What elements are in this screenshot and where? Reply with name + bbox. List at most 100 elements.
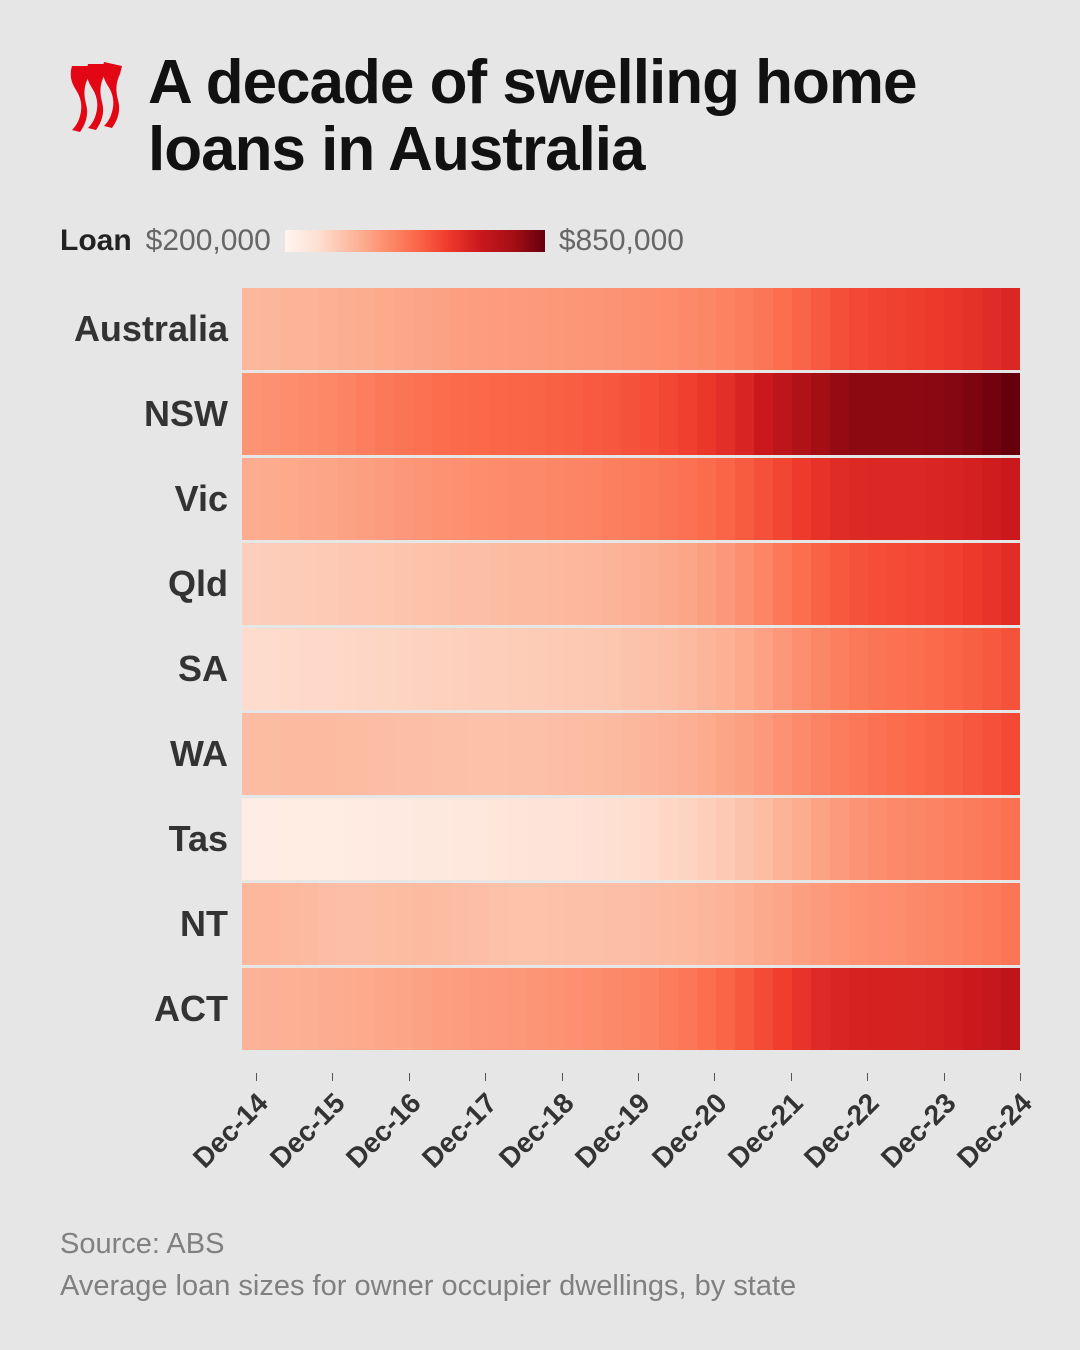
heatmap-cell — [621, 968, 640, 1050]
heatmap-cell — [849, 288, 868, 370]
heatmap-cell — [564, 288, 583, 370]
heatmap-cell — [849, 968, 868, 1050]
x-axis-tick — [1020, 1073, 1021, 1081]
heatmap-cell — [508, 373, 527, 455]
heatmap-cell — [773, 628, 792, 710]
heatmap-cell — [508, 288, 527, 370]
heatmap-cell — [944, 288, 963, 370]
heatmap-cell — [375, 373, 394, 455]
heatmap-cell — [337, 373, 356, 455]
heatmap-cell — [489, 543, 508, 625]
heatmap-cell — [546, 968, 565, 1050]
heatmap-cell — [242, 968, 261, 1050]
x-axis-tick — [485, 1073, 486, 1081]
heatmap-cell — [754, 543, 773, 625]
heatmap-cell — [659, 798, 678, 880]
heatmap-cell — [716, 798, 735, 880]
heatmap-cell — [583, 543, 602, 625]
heatmap-cell — [356, 713, 375, 795]
heatmap-cell — [413, 713, 432, 795]
header: A decade of swelling home loans in Austr… — [60, 50, 1020, 184]
heatmap-cell — [356, 883, 375, 965]
heatmap-cell — [792, 628, 811, 710]
heatmap-cell — [640, 883, 659, 965]
heatmap-cell — [583, 968, 602, 1050]
heatmap-cell — [925, 628, 944, 710]
heatmap-cell — [489, 628, 508, 710]
heatmap-cell — [621, 373, 640, 455]
heatmap-row — [242, 798, 1020, 880]
heatmap-cell — [451, 458, 470, 540]
heatmap-cell — [849, 883, 868, 965]
heatmap-cell — [394, 543, 413, 625]
heatmap-cell — [773, 798, 792, 880]
heatmap-cell — [906, 798, 925, 880]
heatmap-cell — [773, 713, 792, 795]
x-axis-labels: Dec-14Dec-15Dec-16Dec-17Dec-18Dec-19Dec-… — [256, 1073, 1020, 1193]
heatmap-cell — [640, 628, 659, 710]
heatmap-cell — [792, 373, 811, 455]
heatmap-cell — [716, 543, 735, 625]
legend: Loan $200,000 $850,000 — [60, 224, 1020, 258]
heatmap-cell — [697, 798, 716, 880]
heatmap-cell — [849, 628, 868, 710]
heatmap-cell — [318, 288, 337, 370]
heatmap-cell — [849, 373, 868, 455]
heatmap-cell — [527, 373, 546, 455]
heatmap-cell — [470, 288, 489, 370]
heatmap-cell — [754, 968, 773, 1050]
heatmap-cell — [792, 883, 811, 965]
heatmap-cell — [602, 713, 621, 795]
heatmap-cell — [527, 543, 546, 625]
heatmap-cell — [830, 628, 849, 710]
heatmap-cell — [773, 373, 792, 455]
heatmap-cell — [640, 288, 659, 370]
heatmap-cell — [868, 288, 887, 370]
heatmap-cell — [432, 288, 451, 370]
heatmap-cell — [792, 713, 811, 795]
heatmap-cell — [280, 543, 299, 625]
sbs-logo-icon — [60, 58, 124, 143]
heatmap-cell — [1001, 373, 1020, 455]
heatmap-cell — [564, 628, 583, 710]
heatmap-cell — [394, 883, 413, 965]
heatmap-cell — [583, 883, 602, 965]
heatmap-cell — [299, 628, 318, 710]
heatmap-cell — [811, 798, 830, 880]
heatmap-cell — [299, 458, 318, 540]
heatmap-cell — [583, 288, 602, 370]
heatmap-cell — [1001, 883, 1020, 965]
heatmap-cell — [754, 713, 773, 795]
heatmap-cell — [564, 373, 583, 455]
heatmap-cell — [299, 798, 318, 880]
heatmap-cell — [375, 883, 394, 965]
heatmap-cell — [280, 968, 299, 1050]
heatmap-cell — [432, 543, 451, 625]
heatmap-cell — [659, 373, 678, 455]
heatmap-cell — [944, 968, 963, 1050]
heatmap-cell — [242, 458, 261, 540]
heatmap-cell — [925, 968, 944, 1050]
heatmap-cell — [242, 798, 261, 880]
heatmap-cell — [280, 883, 299, 965]
x-axis-label: Dec-24 — [951, 1087, 1039, 1175]
heatmap-cell — [337, 288, 356, 370]
heatmap-cell — [299, 883, 318, 965]
heatmap-cell — [659, 458, 678, 540]
heatmap-cell — [564, 798, 583, 880]
legend-max: $850,000 — [559, 224, 684, 258]
heatmap-cell — [982, 798, 1001, 880]
heatmap-cell — [735, 543, 754, 625]
heatmap-cell — [906, 968, 925, 1050]
heatmap-cell — [735, 373, 754, 455]
x-axis-label: Dec-23 — [875, 1087, 963, 1175]
heatmap-cell — [508, 458, 527, 540]
heatmap-cell — [697, 713, 716, 795]
heatmap-cell — [242, 713, 261, 795]
heatmap-cell — [413, 798, 432, 880]
heatmap-cell — [375, 288, 394, 370]
heatmap-cell — [830, 543, 849, 625]
heatmap-cell — [451, 288, 470, 370]
heatmap-cell — [982, 628, 1001, 710]
heatmap-cell — [621, 798, 640, 880]
